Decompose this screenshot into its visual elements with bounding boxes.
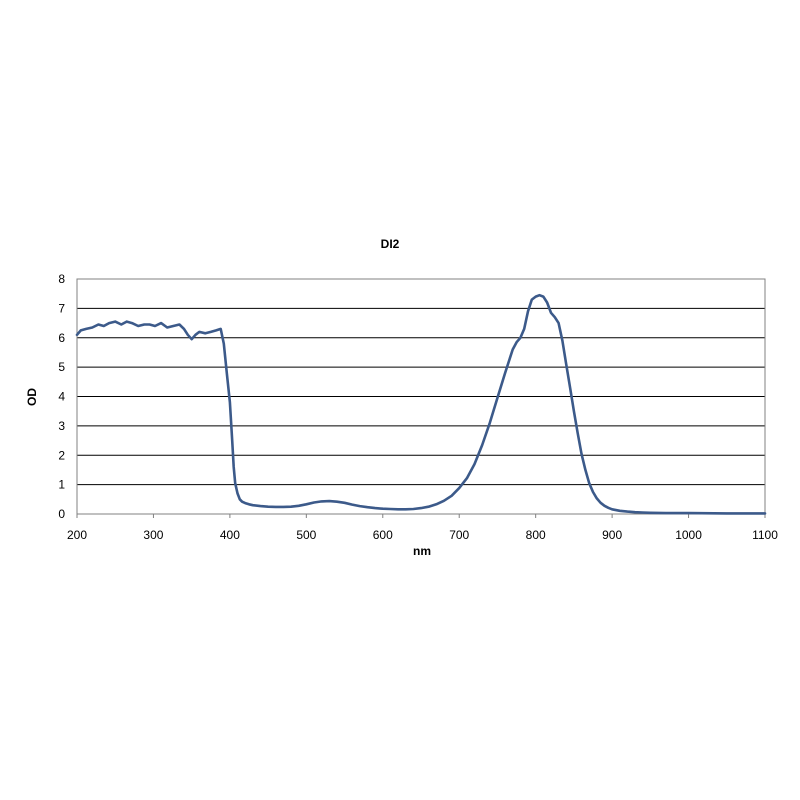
y-tick-label: 1	[58, 478, 65, 492]
x-tick-label: 1100	[752, 528, 778, 542]
chart-title: DI2	[381, 237, 400, 251]
y-axis-label: OD	[25, 388, 39, 406]
y-tick-label: 6	[58, 331, 65, 345]
x-tick-label: 400	[220, 528, 240, 542]
x-tick-label: 300	[143, 528, 163, 542]
x-axis-label: nm	[413, 544, 431, 558]
x-tick-label: 900	[602, 528, 622, 542]
y-tick-label: 4	[58, 390, 65, 404]
y-axis: 0 1 2 3 4 5 6 7 8	[58, 272, 65, 521]
x-tick-label: 200	[67, 528, 87, 542]
x-tick-label: 1000	[675, 528, 702, 542]
y-tick-label: 3	[58, 419, 65, 433]
x-tick-label: 500	[296, 528, 316, 542]
series-line	[75, 293, 767, 515]
y-tick-label: 7	[58, 301, 65, 315]
x-tick-label: 600	[373, 528, 393, 542]
x-tick-label: 800	[526, 528, 546, 542]
y-tick-label: 2	[58, 448, 65, 462]
x-axis: 200 300 400 500 600 700 800 900 1000 1100	[67, 514, 778, 542]
y-tick-label: 8	[58, 272, 65, 286]
plot-frame	[76, 278, 766, 515]
y-tick-label: 5	[58, 360, 65, 374]
x-tick-label: 700	[449, 528, 469, 542]
y-tick-label: 0	[58, 507, 65, 521]
